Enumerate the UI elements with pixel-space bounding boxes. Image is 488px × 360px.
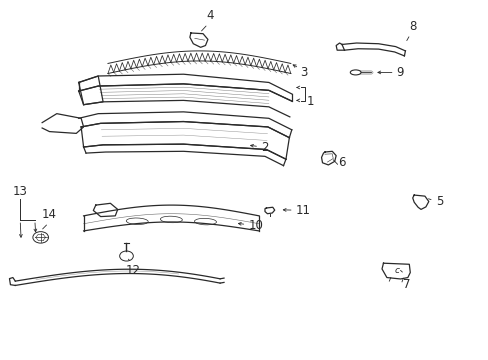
Text: 9: 9 — [396, 66, 403, 79]
Text: 6: 6 — [338, 156, 345, 169]
Polygon shape — [83, 144, 285, 166]
Polygon shape — [381, 263, 409, 279]
Polygon shape — [42, 114, 83, 134]
Text: 5: 5 — [435, 195, 443, 208]
Text: 2: 2 — [261, 141, 268, 154]
Circle shape — [33, 231, 48, 243]
Text: 1: 1 — [306, 95, 314, 108]
Ellipse shape — [349, 70, 360, 75]
Text: 4: 4 — [206, 9, 214, 22]
Polygon shape — [264, 207, 274, 214]
Polygon shape — [189, 33, 207, 47]
Text: 7: 7 — [402, 278, 409, 291]
Text: 8: 8 — [408, 20, 416, 33]
Polygon shape — [321, 151, 335, 165]
Text: 14: 14 — [42, 208, 57, 221]
Polygon shape — [412, 195, 428, 210]
Text: 12: 12 — [125, 264, 141, 277]
Polygon shape — [79, 74, 291, 101]
Polygon shape — [93, 203, 118, 217]
Polygon shape — [79, 76, 103, 105]
Text: 3: 3 — [300, 66, 307, 79]
Text: 11: 11 — [295, 204, 310, 217]
Polygon shape — [81, 122, 289, 159]
Text: 10: 10 — [248, 219, 263, 232]
Polygon shape — [341, 43, 405, 56]
Polygon shape — [79, 112, 291, 138]
Polygon shape — [79, 84, 291, 117]
Text: c: c — [393, 266, 398, 275]
Circle shape — [120, 251, 133, 261]
Text: 13: 13 — [13, 185, 28, 198]
